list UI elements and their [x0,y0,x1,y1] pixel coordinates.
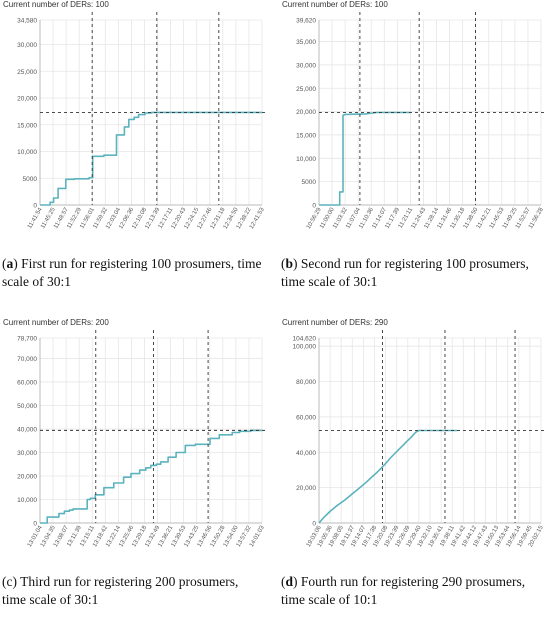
chart-header: Current number of DERs: 100 [282,0,388,9]
data-series-line [40,111,262,206]
y-tick-label: 10,000 [17,149,37,156]
y-tick-label: 15,000 [17,122,37,129]
data-series-line [319,111,411,206]
y-tick-label: 0 [33,203,37,210]
y-tick-label: 10,000 [17,497,37,504]
line-chart-c: 13:01:0413:04:3513:08:0713:11:3913:15:11… [17,330,268,548]
caption-letter: d [285,574,294,589]
y-tick-label: 39,620 [296,18,316,25]
y-tick-label: 60,000 [296,414,316,421]
y-tick-label: 100,000 [293,344,317,351]
caption-letter: a [6,256,14,271]
y-tick-label: 5000 [23,176,38,183]
y-tick-label: 25,000 [17,69,37,76]
line-chart-a: 11:41:5411:45:2511:48:5711:52:2911:56:01… [17,12,268,230]
caption-prefix: (c) [2,574,21,589]
caption-text: ) Second run for registering 100 prosume… [281,256,529,289]
y-tick-label: 15,000 [296,132,316,139]
chart-panel-d: Current number of DERs: 290 19:03:06 19:0… [279,318,549,623]
y-tick-label: 0 [312,521,316,528]
y-tick-label: 80,000 [296,379,316,386]
caption-text: Third run for registering 200 prosumers,… [2,574,239,607]
y-tick-label: 0 [33,521,37,528]
caption-prefix: ( [281,256,286,271]
y-tick-label: 5000 [302,179,317,186]
data-series-line [40,429,262,524]
y-tick-label: 70,000 [17,356,37,363]
chart-header: Current number of DERs: 290 [282,318,388,327]
caption-text: ) First run for registering 100 prosumer… [2,256,262,289]
caption-prefix: ( [2,256,7,271]
y-tick-label: 78,700 [17,336,37,343]
chart-panel-b: Current number of DERs: 100 10:56:29 11:0… [279,0,549,305]
figure-caption-b: (b) Second run for registering 100 prosu… [281,255,543,291]
figure-caption-a: (a) First run for registering 100 prosum… [2,255,264,291]
y-tick-label: 25,000 [296,86,316,93]
caption-letter: b [285,256,294,271]
y-tick-label: 30,000 [17,42,37,49]
y-tick-label: 40,000 [296,450,316,457]
data-series-line [318,429,458,524]
chart-header: Current number of DERs: 200 [3,318,109,327]
y-tick-label: 20,000 [296,109,316,116]
caption-prefix: ( [281,574,286,589]
y-tick-label: 0 [312,203,316,210]
y-tick-label: 34,580 [17,18,37,25]
figure-caption-d: (d) Fourth run for registering 290 prosu… [281,573,543,609]
y-tick-label: 30,000 [17,450,37,457]
y-tick-label: 10,000 [296,156,316,163]
y-tick-label: 104,620 [293,336,317,343]
y-tick-label: 30,000 [296,62,316,69]
line-chart-d: 19:03:0619:05:3619:08:0519:11:3719:14:07… [293,330,547,548]
y-tick-label: 60,000 [17,379,37,386]
y-tick-label: 35,000 [296,39,316,46]
figure-caption-c: (c) Third run for registering 200 prosum… [2,573,264,609]
y-tick-label: 40,000 [17,426,37,433]
line-chart-b: 10:56:2911:00:0011:03:3211:07:0411:10:36… [296,12,547,230]
y-tick-label: 20,000 [17,473,37,480]
caption-text: ) Fourth run for registering 290 prosume… [281,574,526,607]
y-tick-label: 20,000 [17,96,37,103]
y-tick-label: 20,000 [296,485,316,492]
chart-header: Current number of DERs: 100 [3,0,109,9]
chart-panel-c: Current number of DERs: 200 13:01:04 13:0… [0,318,270,623]
y-tick-label: 50,000 [17,403,37,410]
chart-panel-a: Current number of DERs: 100 11:41:54 11:4… [0,0,270,305]
